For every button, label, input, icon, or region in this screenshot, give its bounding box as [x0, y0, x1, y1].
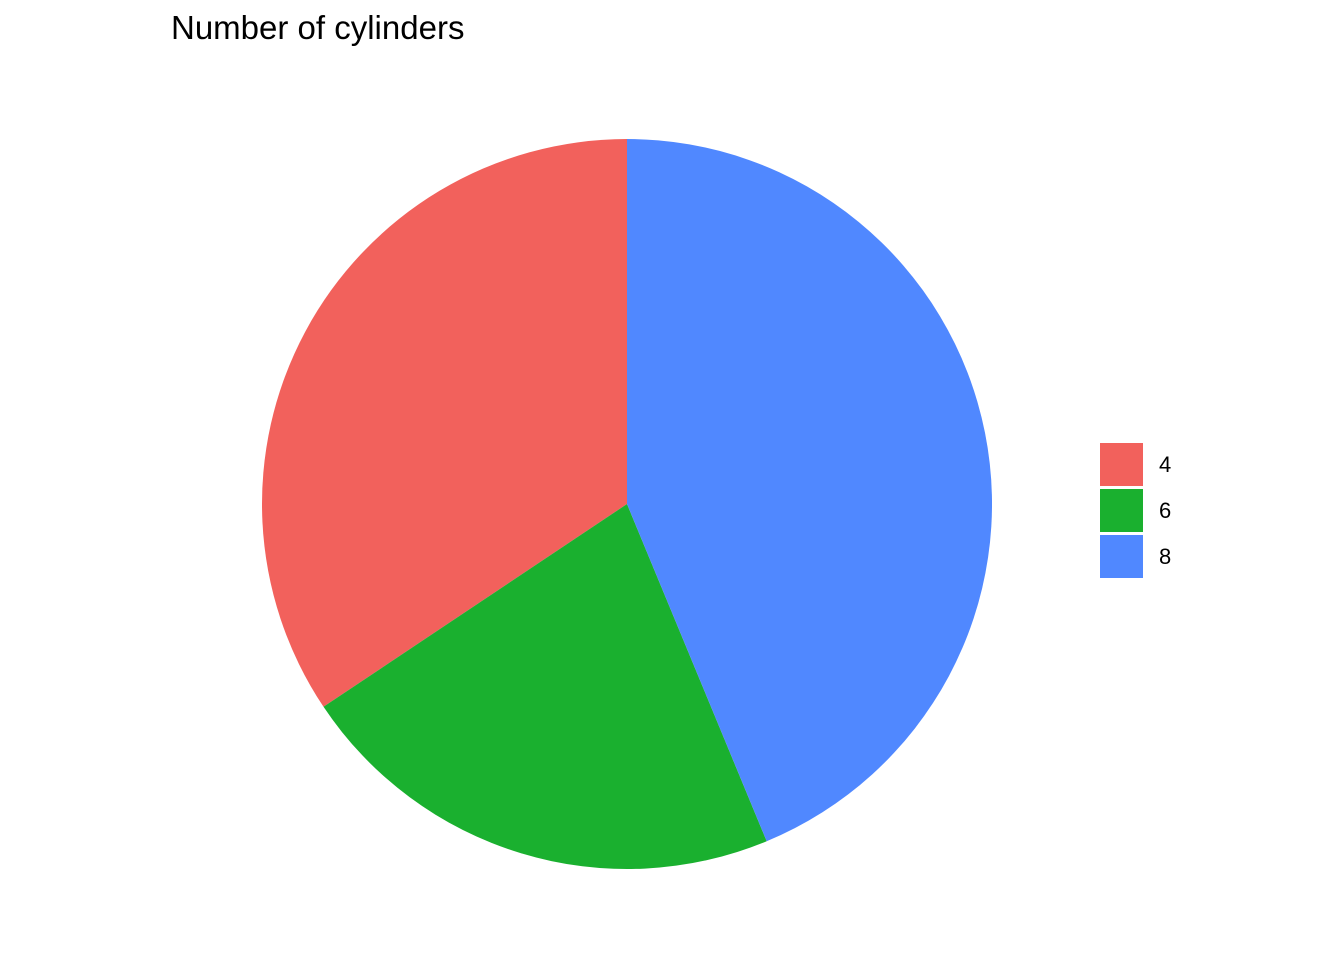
pie-slice-6: [323, 504, 767, 870]
legend-key-6: [1100, 489, 1143, 532]
legend-label-8: 8: [1159, 544, 1172, 569]
legend-label-4: 4: [1159, 452, 1172, 477]
pie-slice-4: [261, 139, 627, 707]
legend-label-6: 6: [1159, 498, 1172, 523]
pie-slice-8: [627, 139, 993, 842]
legend-key-8: [1100, 535, 1143, 578]
chart-title: Number of cylinders: [171, 9, 465, 46]
legend-key-4: [1100, 443, 1143, 486]
